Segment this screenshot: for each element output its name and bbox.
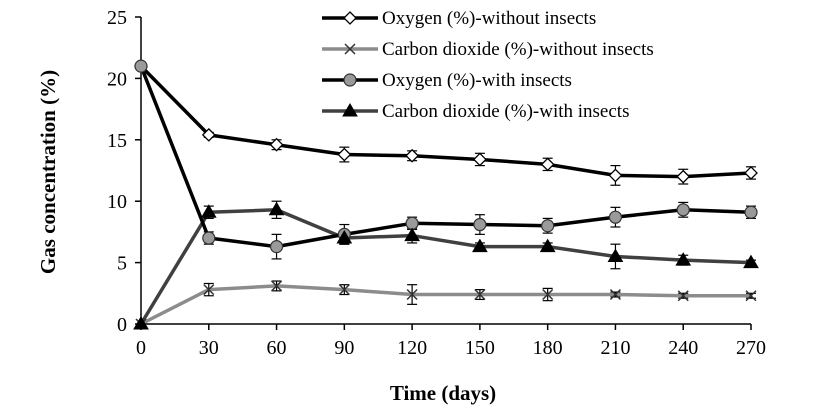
- data-point-series-3: [607, 248, 624, 262]
- legend-item: Carbon dioxide (%)-with insects: [322, 101, 629, 122]
- data-point-series-1: [271, 280, 283, 292]
- data-point-series-1: [542, 288, 554, 301]
- data-point-series-1: [203, 284, 215, 296]
- series-line-1: [140, 284, 751, 326]
- data-point-series-2: [608, 210, 623, 224]
- y-axis-title: Gas concentration (%): [36, 70, 60, 274]
- data-point-series-2: [473, 217, 487, 232]
- data-point-series-3: [336, 230, 353, 244]
- data-point-series-0: [405, 148, 420, 163]
- data-point-series-3: [200, 204, 217, 218]
- plot-area: 0 5 10 15 20 25 0 30 60 90 120 150 180 210 240 270: [107, 7, 766, 359]
- data-point-series-0: [337, 147, 352, 162]
- data-point-series-0: [472, 152, 487, 167]
- legend-marker: [342, 103, 358, 117]
- y-tick-label: 10: [107, 191, 127, 213]
- data-point-series-3: [404, 227, 420, 242]
- x-tick-label: 120: [397, 337, 427, 359]
- x-tick-label: 90: [334, 337, 354, 359]
- data-point-series-0: [608, 168, 623, 183]
- legend-item: Carbon dioxide (%)-without insects: [322, 39, 654, 60]
- data-point-series-2: [405, 216, 419, 230]
- data-point-series-3: [675, 252, 692, 266]
- data-point-series-1: [609, 288, 621, 301]
- x-tick-label: 150: [465, 337, 495, 359]
- series-line-2: [139, 65, 752, 249]
- legend-marker: [343, 73, 357, 87]
- x-tick-label: 270: [736, 337, 766, 359]
- legend-label: Carbon dioxide (%)-with insects: [382, 101, 629, 122]
- y-tick-label: 15: [107, 130, 127, 152]
- series-line-0: [139, 64, 752, 179]
- legend-marker: [344, 43, 356, 55]
- data-point-series-0: [540, 157, 555, 172]
- x-tick-label: 210: [600, 337, 630, 359]
- data-point-series-0: [201, 127, 216, 142]
- data-point-series-3: [268, 201, 285, 216]
- y-tick-label: 5: [117, 253, 127, 275]
- data-point-series-1: [338, 284, 350, 296]
- data-point-series-3: [743, 254, 759, 269]
- y-tick-label: 20: [107, 68, 127, 90]
- data-point-series-2: [541, 219, 555, 233]
- data-point-series-0: [744, 166, 758, 180]
- data-point-series-3: [133, 316, 149, 330]
- data-point-series-1: [474, 288, 486, 301]
- x-tick-label: 240: [668, 337, 698, 359]
- x-tick-label: 60: [267, 337, 287, 359]
- data-point-series-2: [676, 203, 690, 217]
- x-tick-label: 0: [136, 337, 146, 359]
- data-point-series-1: [677, 290, 689, 302]
- y-tick-label: 0: [117, 314, 127, 336]
- data-point-series-0: [269, 137, 284, 152]
- legend-item: Oxygen (%)-with insects: [322, 70, 572, 91]
- legend-marker: [343, 11, 357, 25]
- data-point-series-3: [539, 238, 556, 253]
- x-axis-title: Time (days): [390, 381, 496, 405]
- data-point-series-2: [202, 231, 216, 245]
- data-point-series-1: [745, 290, 757, 302]
- legend-label: Carbon dioxide (%)-without insects: [382, 39, 654, 60]
- x-tick-label: 30: [199, 337, 219, 359]
- data-point-series-2: [134, 59, 148, 73]
- data-point-series-0: [676, 169, 691, 184]
- legend-label: Oxygen (%)-without insects: [382, 8, 596, 29]
- data-point-series-2: [269, 240, 284, 254]
- x-tick-label: 180: [533, 337, 563, 359]
- legend: Oxygen (%)-without insects Carbon dioxide…: [322, 8, 654, 122]
- series-line-3: [139, 208, 752, 325]
- y-tick-label: 25: [107, 7, 127, 29]
- data-point-series-2: [744, 205, 758, 219]
- legend-item: Oxygen (%)-without insects: [322, 8, 596, 29]
- data-point-series-3: [472, 238, 488, 253]
- data-point-series-1: [406, 288, 418, 301]
- legend-label: Oxygen (%)-with insects: [382, 70, 572, 91]
